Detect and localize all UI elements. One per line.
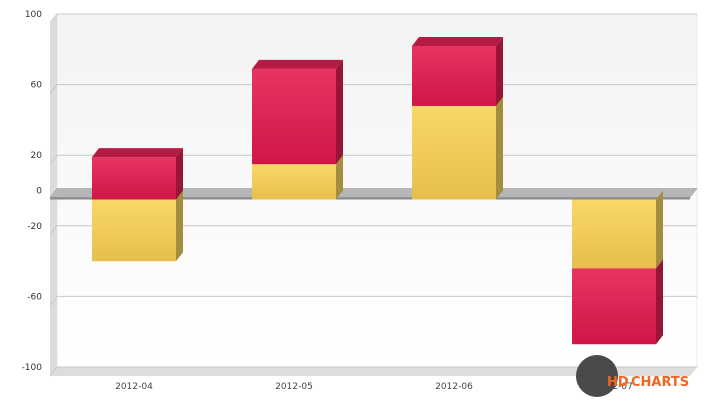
- bar-segment: [252, 164, 336, 200]
- bar-segment: [412, 105, 496, 200]
- bar-side: [176, 148, 183, 200]
- gridline-side: [49, 84, 58, 94]
- gridline-side: [49, 366, 58, 377]
- floor: [50, 367, 697, 376]
- bar-segment: [412, 45, 496, 106]
- x-tick-label: 2012-04: [115, 382, 153, 392]
- bar-2012-04: [92, 148, 183, 262]
- bar-side: [656, 259, 663, 345]
- gridline-side: [49, 154, 58, 165]
- gridline-side: [49, 296, 58, 306]
- y-axis-ticks: -100 -60 -20 0 20 60 100: [22, 10, 43, 373]
- y-tick-label: 20: [31, 151, 43, 161]
- gridline-side: [49, 225, 58, 236]
- y-tick-label: -20: [27, 222, 42, 232]
- bar-segment: [92, 157, 176, 200]
- x-tick-label: 2012-06: [435, 382, 473, 392]
- y-tick-label: 0: [36, 187, 42, 197]
- bar-segment: [92, 199, 176, 262]
- x-tick-label: 2012-05: [275, 382, 313, 392]
- bar-2012-05: [252, 59, 343, 200]
- bars: [92, 36, 663, 345]
- bar-2012-07: [572, 190, 663, 345]
- hdcharts-logo: HD CHARTS: [576, 355, 689, 397]
- bar-top: [252, 59, 343, 69]
- zero-plane-edge: [50, 197, 690, 200]
- bar-side: [496, 36, 503, 106]
- y-tick-label: 60: [31, 81, 43, 91]
- bar-side: [656, 190, 663, 269]
- bar-side: [176, 190, 183, 262]
- bar-2012-06: [412, 36, 503, 200]
- bar-segment: [572, 199, 656, 269]
- logo-text-charts: CHARTS: [631, 375, 689, 390]
- logo-circle: [576, 355, 618, 397]
- y-tick-label: 100: [25, 10, 42, 20]
- logo-text-hd: HD: [607, 375, 629, 390]
- bar-top: [412, 36, 503, 46]
- bar-side: [336, 155, 343, 200]
- y-tick-label: -60: [27, 292, 42, 302]
- bar-side: [336, 59, 343, 165]
- bar-side: [496, 96, 503, 200]
- gridline-side: [49, 13, 58, 24]
- y-tick-label: -100: [22, 363, 43, 373]
- bar-segment: [572, 268, 656, 345]
- bar-top: [92, 148, 183, 158]
- bar-segment: [252, 68, 336, 165]
